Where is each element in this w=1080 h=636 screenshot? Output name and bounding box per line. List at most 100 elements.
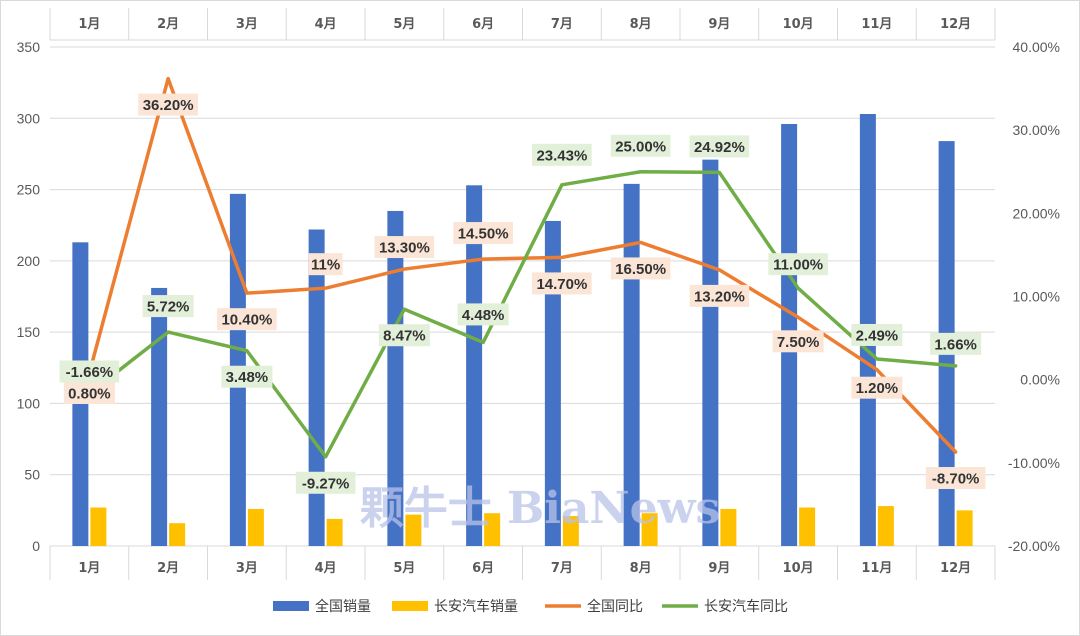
bar-national-sales xyxy=(308,229,325,546)
data-label-bg xyxy=(689,135,750,158)
data-label: 14.50% xyxy=(458,226,509,243)
data-labels: 0.80% 36.20% 10.40% 11% 13.30% 14.50% 14.70% 16… xyxy=(59,93,986,494)
bar-changan-sales xyxy=(169,523,186,546)
top-month-label: 7月 xyxy=(551,17,573,32)
data-label-bg xyxy=(689,284,750,307)
data-label-bg xyxy=(378,324,430,347)
bar-changan-sales xyxy=(641,513,658,546)
bar-changan-sales xyxy=(405,514,422,546)
right-tick-label: 0.00% xyxy=(1020,372,1060,388)
data-label-bg xyxy=(610,257,671,280)
right-tick-label: 10.00% xyxy=(1013,289,1060,305)
top-month-label: 12月 xyxy=(940,17,971,32)
legend-label: 长安汽车销量 xyxy=(434,598,518,615)
left-tick-label: 200 xyxy=(17,253,41,269)
data-label: 5.72% xyxy=(147,299,190,316)
bottom-month-label: 5月 xyxy=(393,561,415,576)
bar-national-sales xyxy=(702,159,719,547)
data-label: 11.00% xyxy=(773,257,823,274)
left-tick-label: 300 xyxy=(17,110,41,126)
data-label: 7.50% xyxy=(777,334,820,351)
data-label-bg xyxy=(772,330,824,353)
bar-national-sales xyxy=(151,287,168,546)
bottom-month-label: 1月 xyxy=(78,561,100,576)
right-tick-label: 20.00% xyxy=(1013,205,1060,221)
bottom-month-label: 8月 xyxy=(630,561,652,576)
top-month-label: 8月 xyxy=(630,17,652,32)
bar-changan-sales xyxy=(247,508,264,546)
data-label: 23.43% xyxy=(536,147,587,164)
gridlines xyxy=(49,8,996,580)
data-label-bg xyxy=(138,93,198,116)
data-label: 8.47% xyxy=(383,328,426,345)
data-label-bg xyxy=(532,272,592,295)
right-tick-label: -10.00% xyxy=(1008,455,1060,471)
top-month-label: 5月 xyxy=(393,17,415,32)
bar-national-sales xyxy=(387,210,404,546)
legend-label: 全国同比 xyxy=(587,598,643,615)
bottom-month-label: 6月 xyxy=(472,561,494,576)
data-label: -9.27% xyxy=(302,475,350,492)
bottom-month-label: 2月 xyxy=(157,561,179,576)
data-label-bg xyxy=(59,360,120,383)
data-label: 11% xyxy=(311,257,340,274)
data-label: 2.49% xyxy=(856,327,899,344)
top-month-label: 9月 xyxy=(708,17,730,32)
data-label: 3.48% xyxy=(226,369,269,386)
right-tick-label: 40.00% xyxy=(1013,39,1060,55)
bar-changan-sales xyxy=(877,506,894,546)
data-label: 0.80% xyxy=(68,386,111,403)
data-label: 4.48% xyxy=(462,307,505,324)
data-label: 13.30% xyxy=(379,240,430,257)
right-tick-label: 30.00% xyxy=(1013,122,1060,138)
bar-changan-sales xyxy=(562,516,579,546)
data-label: -8.70% xyxy=(932,471,980,488)
bar-changan-sales xyxy=(720,508,737,546)
left-tick-label: 150 xyxy=(17,324,41,340)
bar-national-sales xyxy=(466,185,483,546)
data-label: 1.66% xyxy=(934,336,977,353)
right-tick-label: -20.00% xyxy=(1008,538,1060,554)
top-month-label: 1月 xyxy=(78,17,100,32)
bottom-month-label: 10月 xyxy=(783,561,814,576)
data-label-bg xyxy=(457,303,509,326)
legend-label: 全国销量 xyxy=(315,598,371,615)
legend-swatch xyxy=(273,601,309,611)
data-label-bg xyxy=(851,376,903,399)
bottom-month-labels: 1月 2月 3月 4月 5月 6月 7月 8月 9月 10月 11月 12月 xyxy=(78,561,971,576)
line-series xyxy=(87,76,958,459)
bar-changan-sales xyxy=(799,507,816,546)
data-label-bg xyxy=(532,143,592,166)
data-label-bg xyxy=(768,253,828,276)
legend: 全国销量 长安汽车销量 全国同比 长安汽车同比 xyxy=(273,598,788,615)
top-month-label: 6月 xyxy=(472,17,494,32)
line-changan-yoy xyxy=(87,170,958,459)
legend-swatch xyxy=(392,601,428,611)
left-tick-label: 50 xyxy=(24,467,40,483)
left-axis: 0 50 100 150 200 250 300 350 xyxy=(17,39,41,554)
right-axis: -20.00% -10.00% 0.00% 10.00% 20.00% 30.00% 40.… xyxy=(1008,39,1060,554)
data-label: 36.20% xyxy=(143,97,194,114)
top-month-labels: 1月 2月 3月 4月 5月 6月 7月 8月 9月 10月 11月 12月 xyxy=(78,17,971,32)
line-national-yoy xyxy=(87,76,958,454)
top-month-label: 11月 xyxy=(861,17,892,32)
legend-label: 长安汽车同比 xyxy=(704,598,788,615)
bottom-month-label: 12月 xyxy=(940,561,971,576)
bar-changan-sales xyxy=(326,518,343,546)
bar-changan-sales xyxy=(484,513,501,546)
data-label-bg xyxy=(63,382,115,405)
data-label: 24.92% xyxy=(694,139,745,156)
data-label: 25.00% xyxy=(615,138,666,155)
bar-changan-sales xyxy=(956,510,973,546)
data-label-bg xyxy=(142,295,194,318)
left-tick-label: 350 xyxy=(17,39,41,55)
bar-national-sales xyxy=(544,220,561,547)
top-month-label: 4月 xyxy=(315,17,337,32)
data-label-bg xyxy=(374,236,435,259)
bar-changan-sales xyxy=(90,507,107,546)
data-label-bg xyxy=(925,467,986,490)
data-label-bg xyxy=(610,134,671,157)
top-month-label: 3月 xyxy=(236,17,258,32)
